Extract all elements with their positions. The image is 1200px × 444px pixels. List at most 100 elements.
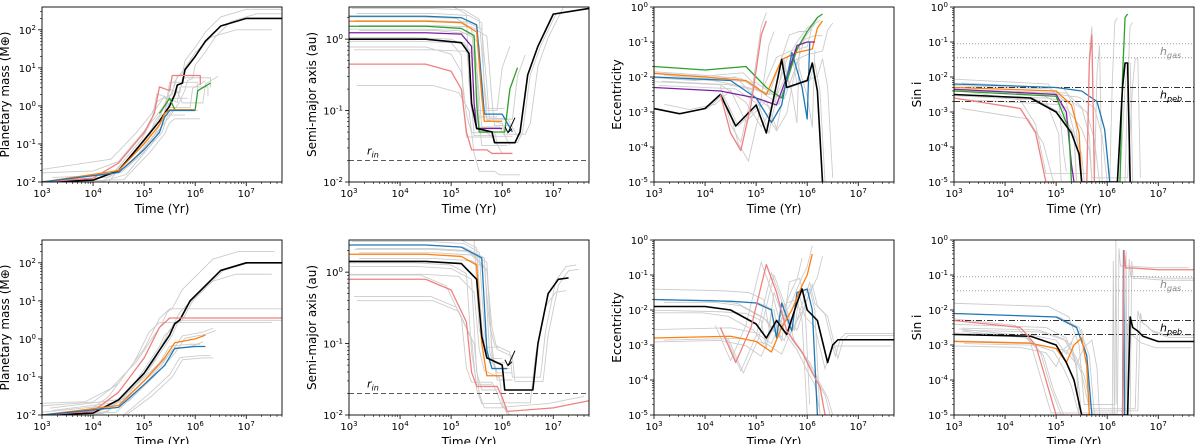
- grey-trace: [349, 40, 492, 138]
- y-tick-label: 10-5: [628, 409, 648, 422]
- series-line-black: [349, 260, 569, 391]
- plot-area: [349, 240, 589, 415]
- grey-trace: [349, 274, 584, 408]
- x-tick-label: 105: [136, 187, 153, 200]
- series-line-black: [654, 288, 894, 364]
- x-tick-label: 104: [996, 420, 1014, 433]
- y-axis-label: Planetary mass (M⊕): [0, 32, 12, 158]
- y-axis-label: Sin i: [910, 82, 924, 108]
- x-tick-label: 107: [850, 187, 867, 200]
- y-tick-label: 10-5: [628, 176, 648, 189]
- x-tick-label: 103: [340, 420, 357, 433]
- grey-trace: [961, 260, 1194, 415]
- series-line-blue: [654, 288, 819, 415]
- y-tick-label: 101: [19, 62, 36, 75]
- series-line-blue: [349, 244, 508, 370]
- x-tick-label: 107: [1150, 187, 1167, 200]
- plot-area: [42, 250, 282, 415]
- grey-trace: [49, 86, 209, 182]
- grey-trace: [354, 248, 513, 374]
- plot-area: [954, 13, 1194, 182]
- y-tick-label: 10-3: [928, 106, 948, 119]
- y-tick-label: 10-2: [16, 409, 36, 422]
- x-tick-label: 107: [238, 420, 255, 433]
- r-in-label: rin: [367, 145, 379, 160]
- series-line-green: [349, 25, 519, 133]
- axes-frame: [653, 6, 895, 183]
- y-tick-label: 100: [931, 1, 948, 14]
- chart-panel-b1: 103 104 105 106 107 10-2 10-1 100 101 102 Time (Yr…: [0, 239, 283, 444]
- grey-trace: [659, 50, 816, 132]
- x-axis-label: Time (Yr): [746, 202, 802, 216]
- series-line-blue: [654, 41, 811, 124]
- grey-trace: [52, 77, 211, 182]
- series-line-black: [42, 17, 282, 182]
- grey-trace: [961, 45, 1103, 182]
- grey-trace: [47, 118, 201, 182]
- y-tick-label: 102: [19, 24, 36, 37]
- h-gas-label: hgas: [1160, 45, 1181, 60]
- series-line-blue: [42, 345, 206, 415]
- x-axis-label: Time (Yr): [1046, 435, 1102, 444]
- x-tick-label: 106: [1099, 187, 1117, 200]
- plot-area: [42, 8, 282, 182]
- series-line-red: [349, 278, 589, 413]
- grey-trace: [349, 265, 498, 391]
- h-peb-label: hpeb: [1160, 89, 1182, 104]
- chart-panel-a3: 103 104 105 106 107 10-5 10-4 10-3 10-2 10-1 100 Ti…: [610, 1, 895, 216]
- x-tick-label: 107: [545, 420, 562, 433]
- grey-trace: [964, 58, 1141, 179]
- y-tick-label: 10-4: [928, 141, 948, 154]
- series-line-orange: [349, 253, 503, 377]
- y-tick-label: 10-5: [928, 409, 948, 422]
- x-tick-label: 105: [1048, 187, 1065, 200]
- series-line-blue: [42, 109, 196, 182]
- grey-trace: [349, 28, 511, 146]
- grey-trace: [356, 12, 526, 120]
- grey-trace: [654, 277, 811, 405]
- x-axis-label: Time (Yr): [441, 202, 497, 216]
- x-tick-label: 103: [945, 187, 962, 200]
- grey-trace: [956, 62, 1134, 182]
- x-axis-label: Time (Yr): [441, 435, 497, 444]
- y-tick-label: 10-1: [928, 269, 948, 282]
- y-tick-label: 102: [19, 257, 36, 270]
- y-tick-label: 10-2: [628, 304, 648, 317]
- series-line-orange: [349, 20, 503, 122]
- grey-trace: [42, 250, 275, 404]
- y-tick-label: 10-1: [16, 138, 36, 151]
- x-tick-label: 105: [1048, 420, 1065, 433]
- series-line-black: [42, 262, 282, 415]
- x-tick-label: 106: [187, 187, 205, 200]
- series-line-orange: [954, 86, 1083, 182]
- chart-panel-a4: hgas hpeb 103 104 105 106 107 10-5 10-4 10-3 10-2 1…: [910, 1, 1195, 216]
- series-line-red: [954, 249, 1194, 415]
- series-line-orange: [42, 334, 206, 415]
- series-line-black: [654, 58, 824, 182]
- series-line-red: [42, 317, 282, 415]
- series-line-purple: [654, 41, 815, 106]
- grey-trace: [725, 271, 831, 415]
- x-tick-label: 107: [850, 420, 867, 433]
- y-axis-label: Eccentricity: [610, 59, 624, 129]
- grey-trace: [42, 97, 188, 170]
- grey-trace: [42, 322, 272, 415]
- series-line-red: [719, 263, 826, 415]
- axes-frame: [953, 239, 1195, 416]
- y-tick-label: 10-3: [628, 339, 648, 352]
- plot-area: [349, 7, 589, 176]
- migration-arrow: [507, 117, 516, 133]
- series-line-purple: [954, 88, 1075, 182]
- x-tick-label: 103: [645, 187, 662, 200]
- grey-trace: [719, 12, 767, 144]
- grey-trace: [727, 31, 775, 163]
- grey-trace: [954, 248, 1189, 414]
- series-line-green: [654, 13, 823, 99]
- x-tick-label: 104: [696, 187, 714, 200]
- series-line-black: [954, 62, 1131, 182]
- x-tick-label: 105: [748, 187, 765, 200]
- series-line-orange: [954, 337, 1090, 415]
- x-tick-label: 103: [645, 420, 662, 433]
- h-peb-label: hpeb: [1160, 322, 1182, 337]
- x-tick-label: 106: [1099, 420, 1117, 433]
